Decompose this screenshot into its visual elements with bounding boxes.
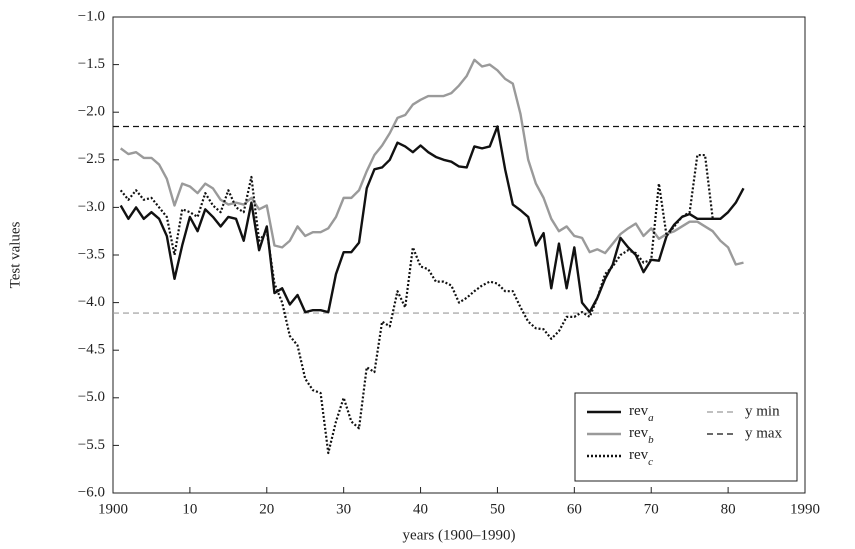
legend-label: reva [629,403,654,423]
legend-name: rev [629,447,649,463]
legend-name: rev [629,403,649,419]
y-tick-label: −4.5 [78,342,105,358]
legend-label: y max [745,425,783,441]
series-line [119,153,714,455]
x-tick-label: 50 [490,501,505,517]
x-tick-label: 30 [336,501,351,517]
legend-subscript: b [648,434,654,446]
legend-label: y min [745,403,780,419]
legend-box [574,392,798,482]
y-tick-label: −3.5 [78,246,105,262]
legend-subscript: a [648,412,654,424]
legend-name: rev [629,425,649,441]
x-tick-label: 10 [182,501,197,517]
y-tick-label: −5.0 [78,389,105,405]
y-tick-label: −2.0 [78,104,105,120]
legend-subscript: c [648,456,653,468]
legend-label: revc [629,447,653,467]
x-tick-label: 1990 [790,501,820,517]
x-tick-label: 40 [413,501,428,517]
y-tick-label: −5.5 [78,437,105,453]
x-tick-label: 70 [644,501,659,517]
y-tick-label: −1.0 [78,8,105,24]
y-tick-label: −1.5 [78,56,105,72]
y-axis-label: Test values [7,221,23,288]
x-axis-label: years (1900–1990) [403,527,516,543]
x-tick-label: 80 [721,501,736,517]
series-line [119,58,744,266]
legend-label: revb [629,425,654,445]
x-tick-label: 60 [567,501,582,517]
x-tick-label: 20 [259,501,274,517]
y-tick-label: −4.0 [78,294,105,310]
y-tick-label: −6.0 [78,484,105,500]
y-tick-label: −3.0 [78,199,105,215]
y-tick-label: −2.5 [78,151,105,167]
series-line [119,125,745,314]
x-tick-label: 1900 [98,501,128,517]
